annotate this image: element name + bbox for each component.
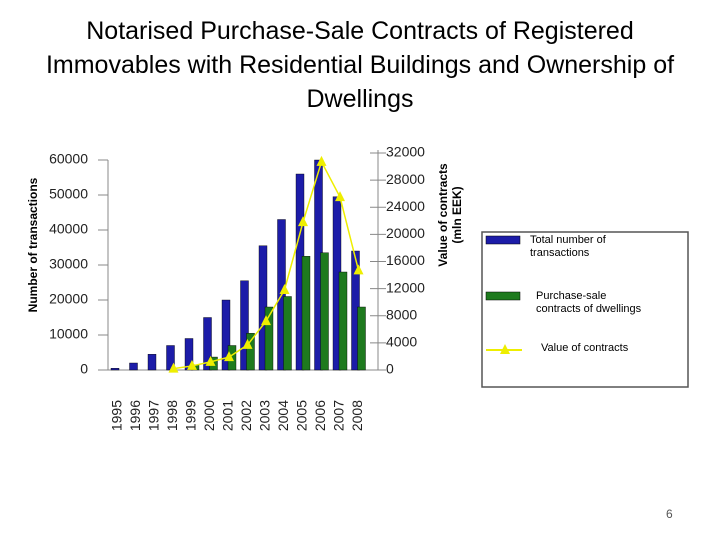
- x-tick-label: 2002: [238, 400, 254, 431]
- y2-axis-title: Value of contracts: [436, 163, 450, 267]
- bar: [147, 354, 157, 371]
- x-tick-label: 2001: [220, 400, 236, 431]
- x-tick-label: 1999: [183, 400, 199, 431]
- bar: [320, 252, 329, 371]
- bar: [301, 256, 311, 371]
- y2-tick-label: 20000: [386, 225, 425, 241]
- legend-swatch: [485, 291, 521, 301]
- y2-tick-label: 24000: [386, 198, 425, 214]
- line-marker: [261, 315, 271, 326]
- x-tick-label: 1995: [109, 400, 125, 431]
- line-marker: [205, 355, 216, 366]
- legend-swatch: [500, 344, 510, 354]
- y-tick-label: 10000: [49, 326, 88, 342]
- line-marker: [168, 362, 179, 373]
- y2-tick-label: 12000: [386, 279, 425, 295]
- x-tick-label: 1996: [127, 400, 143, 431]
- legend-swatch: [485, 235, 521, 245]
- legend-label: Purchase-sale contracts of dwellings: [536, 290, 642, 315]
- bar: [203, 317, 212, 371]
- y2-tick-label: 32000: [386, 144, 425, 160]
- legend-label: Value of contracts: [541, 342, 629, 354]
- y-tick-label: 0: [80, 361, 88, 377]
- bar: [129, 362, 138, 371]
- bar: [246, 333, 255, 371]
- legend-label: Total number of transactions: [530, 234, 606, 259]
- x-tick-label: 2004: [275, 400, 291, 431]
- x-tick-label: 2008: [349, 400, 365, 431]
- y2-tick-label: 4000: [386, 334, 417, 350]
- y2-tick-label: 0: [386, 361, 394, 377]
- bar: [338, 271, 348, 371]
- y2-tick-label: 28000: [386, 171, 425, 187]
- bar: [264, 306, 274, 371]
- line-marker: [353, 264, 364, 275]
- bar: [283, 296, 292, 371]
- x-tick-label: 1997: [146, 400, 162, 431]
- bar: [357, 306, 366, 371]
- x-tick-label: 2000: [201, 400, 217, 431]
- x-tick-label: 2007: [331, 400, 347, 431]
- y-tick-label: 30000: [49, 256, 88, 272]
- page-number: 6: [666, 507, 673, 521]
- line-marker: [187, 359, 197, 370]
- y-tick-label: 60000: [49, 151, 88, 167]
- x-tick-label: 2003: [257, 400, 273, 431]
- line-marker: [242, 338, 253, 349]
- bar: [110, 368, 120, 371]
- y2-tick-label: 8000: [386, 306, 417, 322]
- legend-box: [481, 231, 689, 388]
- bar: [221, 299, 231, 371]
- y-tick-label: 40000: [49, 221, 88, 237]
- bar: [184, 338, 194, 371]
- line-marker: [298, 216, 308, 227]
- x-tick-label: 1998: [164, 400, 180, 431]
- line-marker: [316, 155, 327, 166]
- chart-title: Notarised Purchase-Sale Contracts of Reg…: [45, 17, 675, 113]
- y-tick-label: 50000: [49, 186, 88, 202]
- y-axis-title: Number of transactions: [26, 177, 40, 312]
- bar: [240, 280, 249, 371]
- line-marker: [279, 283, 290, 294]
- x-tick-label: 2006: [312, 400, 328, 431]
- y-tick-label: 20000: [49, 291, 88, 307]
- line-marker: [224, 351, 234, 362]
- x-tick-label: 2005: [294, 400, 310, 431]
- line-marker: [335, 191, 345, 202]
- y2-tick-label: 16000: [386, 252, 425, 268]
- y2-axis-title: (mln EEK): [450, 186, 464, 243]
